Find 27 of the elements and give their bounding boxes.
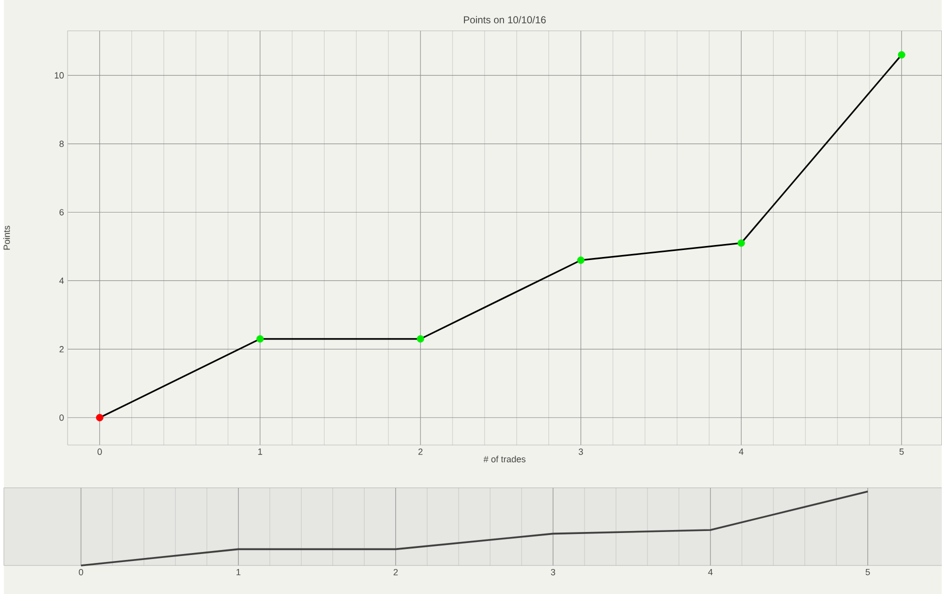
x-tick-label: 1 <box>258 448 262 455</box>
x-tick-label: 4 <box>738 448 744 455</box>
x-tick-label: 0 <box>98 448 102 455</box>
point <box>416 335 424 342</box>
chart-title: Points on 10/10/16 <box>464 16 546 24</box>
y-tick-label: 8 <box>60 140 64 147</box>
point <box>738 239 745 247</box>
y-tick-label: 10 <box>54 72 64 78</box>
x-tick-label: 2 <box>394 568 398 576</box>
x-tick-label: 1 <box>236 568 240 575</box>
y-tick-label: 2 <box>60 346 64 352</box>
point <box>256 335 264 342</box>
y-tick-label: 4 <box>59 277 64 284</box>
point <box>898 50 906 58</box>
y-tick-label: 6 <box>60 208 64 216</box>
x-axis-title: # of trades <box>484 456 526 462</box>
y-axis-title: Points <box>3 226 10 250</box>
point <box>577 256 585 264</box>
x-tick-label: 2 <box>418 448 422 455</box>
x-tick-label: 5 <box>899 448 904 455</box>
x-tick-label: 0 <box>78 568 84 576</box>
x-tick-label: 5 <box>866 568 870 576</box>
y-tick-label: 0 <box>59 414 64 421</box>
point <box>96 414 104 422</box>
x-tick-label: 3 <box>578 448 583 455</box>
x-tick-label: 3 <box>550 568 556 576</box>
x-tick-label: 4 <box>708 568 713 575</box>
